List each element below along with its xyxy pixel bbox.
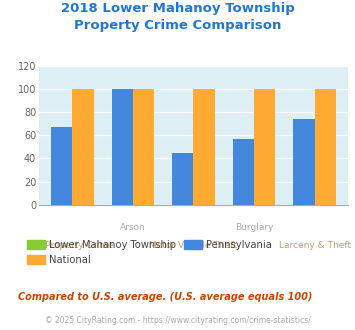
Bar — [293, 119, 315, 205]
Text: Motor Vehicle Theft: Motor Vehicle Theft — [149, 241, 237, 250]
Bar — [193, 89, 215, 205]
Bar — [72, 89, 94, 205]
Bar — [254, 89, 275, 205]
Text: Larceny & Theft: Larceny & Theft — [279, 241, 351, 250]
Bar — [233, 139, 254, 205]
Text: Burglary: Burglary — [235, 223, 273, 232]
Bar — [133, 89, 154, 205]
Text: 2018 Lower Mahanoy Township
Property Crime Comparison: 2018 Lower Mahanoy Township Property Cri… — [61, 2, 294, 32]
Bar — [51, 127, 72, 205]
Text: Arson: Arson — [120, 223, 146, 232]
Text: © 2025 CityRating.com - https://www.cityrating.com/crime-statistics/: © 2025 CityRating.com - https://www.city… — [45, 316, 310, 325]
Bar — [315, 89, 336, 205]
Text: All Property Crime: All Property Crime — [31, 241, 114, 250]
Bar — [112, 89, 133, 205]
Text: Compared to U.S. average. (U.S. average equals 100): Compared to U.S. average. (U.S. average … — [18, 292, 312, 302]
Bar — [172, 152, 193, 205]
Legend: Lower Mahanoy Township, National, Pennsylvania: Lower Mahanoy Township, National, Pennsy… — [23, 236, 275, 269]
